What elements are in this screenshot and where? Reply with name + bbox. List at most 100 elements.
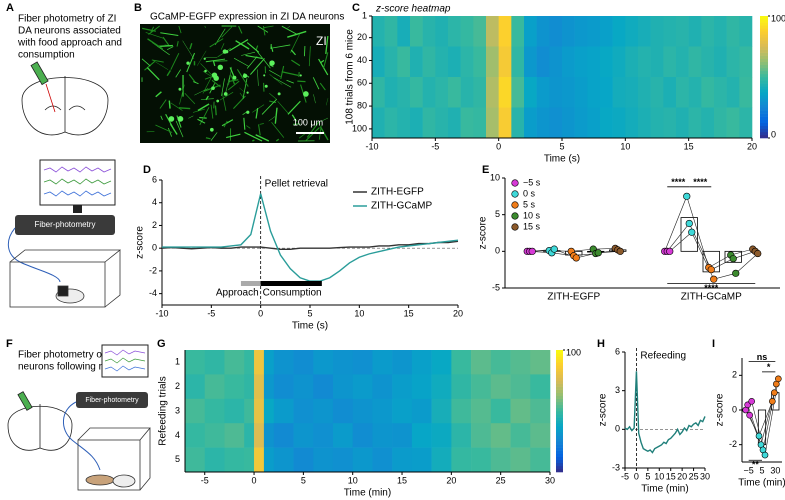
heat-cell — [435, 77, 449, 108]
x-tick-label: 25 — [496, 475, 506, 485]
neuron-fiber — [220, 43, 225, 50]
heat-cell — [273, 398, 294, 424]
photometry-box — [15, 215, 115, 235]
neuron-soma — [223, 92, 228, 96]
heat-cell — [612, 107, 626, 139]
heat-cell — [574, 107, 588, 139]
heat-cell — [676, 107, 689, 139]
heat-cell — [524, 16, 537, 47]
neuron-soma — [203, 57, 206, 60]
neuron-fiber — [290, 49, 296, 56]
heat-cell — [411, 423, 432, 448]
colorbar-step — [760, 122, 768, 127]
heat-cell — [600, 107, 613, 139]
data-point — [755, 432, 763, 440]
heat-cell — [397, 107, 411, 139]
legend-label: 15 s — [523, 221, 541, 231]
neuron-fiber — [197, 118, 206, 124]
significance-label: **** — [693, 177, 708, 187]
colorbar-step — [556, 395, 563, 400]
heat-cell — [392, 350, 413, 375]
y-tick-label: -2 — [729, 439, 737, 449]
heat-cell — [293, 350, 314, 375]
colorbar-step — [760, 70, 768, 75]
heat-cell — [273, 374, 294, 400]
heat-cell — [435, 46, 449, 78]
heat-cell — [422, 107, 436, 139]
heat-cell — [638, 77, 651, 108]
heat-cell — [185, 423, 206, 448]
heat-cell — [663, 16, 677, 47]
x-tick-label: 5 — [645, 471, 650, 481]
x-tick-label: -5 — [431, 141, 439, 151]
heat-cell — [688, 16, 702, 47]
heat-cell — [332, 398, 354, 424]
neuron-fiber — [188, 115, 194, 119]
colorbar-step — [556, 392, 563, 397]
neuron-soma — [211, 86, 215, 91]
y-tick-label: 60 — [357, 78, 367, 88]
neuron-fiber — [151, 59, 164, 63]
heat-cell — [701, 77, 715, 108]
neuron-fiber — [157, 44, 173, 48]
neuron-fiber — [246, 125, 251, 129]
heat-cell — [650, 16, 664, 47]
neuron-fiber — [150, 26, 155, 33]
heat-cell — [663, 107, 677, 139]
colorbar-step — [556, 453, 563, 458]
neuron-fiber — [205, 58, 226, 63]
colorbar-step — [556, 435, 563, 439]
trace — [104, 357, 146, 364]
colorbar-step — [556, 377, 563, 381]
heat-cell — [510, 374, 531, 400]
heat-cell — [498, 46, 512, 78]
y-tick-label: 5 — [175, 454, 180, 464]
neuron-soma — [186, 61, 190, 65]
heat-cell — [332, 350, 354, 375]
panel-title: GCaMP-EGFP expression in ZI DA neurons — [150, 12, 344, 23]
neuron-fiber — [168, 100, 171, 109]
heat-cell — [410, 16, 423, 47]
heat-cell — [431, 447, 452, 473]
monitor — [39, 159, 116, 213]
data-point — [746, 411, 753, 419]
neuron-fiber — [291, 114, 298, 122]
heat-cell — [638, 107, 651, 139]
device-label: Fiber-photometry — [35, 220, 96, 229]
fiber-cable — [7, 227, 61, 283]
heat-cell — [273, 350, 294, 375]
heat-cell — [313, 423, 334, 448]
y-tick-label: -3 — [612, 462, 620, 472]
heat-cell — [431, 398, 452, 424]
neuron-fiber — [272, 44, 291, 49]
neuron-fiber — [141, 58, 151, 67]
heat-cell — [448, 107, 461, 139]
colorbar-step — [760, 43, 768, 47]
heat-cell — [510, 423, 531, 448]
heat-cell — [701, 46, 715, 78]
neuron-fiber — [224, 74, 231, 96]
series-line — [624, 371, 706, 454]
heat-cell — [726, 16, 740, 47]
neuron-fiber — [269, 100, 277, 104]
category-label: ZITH-EGFP — [547, 292, 600, 303]
y-tick-label: 3 — [615, 385, 620, 395]
panel-letter: E — [482, 164, 489, 176]
neuron-fiber — [238, 25, 243, 34]
trace — [43, 178, 112, 185]
heat-cell — [384, 77, 398, 108]
y-tick-label: 6 — [152, 174, 157, 184]
neuron-soma — [232, 75, 237, 80]
trace — [43, 190, 112, 197]
heat-cell — [530, 350, 551, 375]
neuron-fiber — [223, 120, 228, 128]
heat-cell — [625, 107, 639, 139]
photometry-box — [76, 392, 148, 408]
heat-cell — [600, 77, 613, 108]
neuron-fiber — [170, 102, 183, 111]
x-tick-label: 0 — [258, 308, 263, 318]
x-axis-label: Time (s) — [292, 321, 328, 332]
y-tick-label: 3 — [175, 405, 180, 415]
neuron-soma — [168, 116, 175, 122]
heat-cell — [511, 77, 525, 108]
